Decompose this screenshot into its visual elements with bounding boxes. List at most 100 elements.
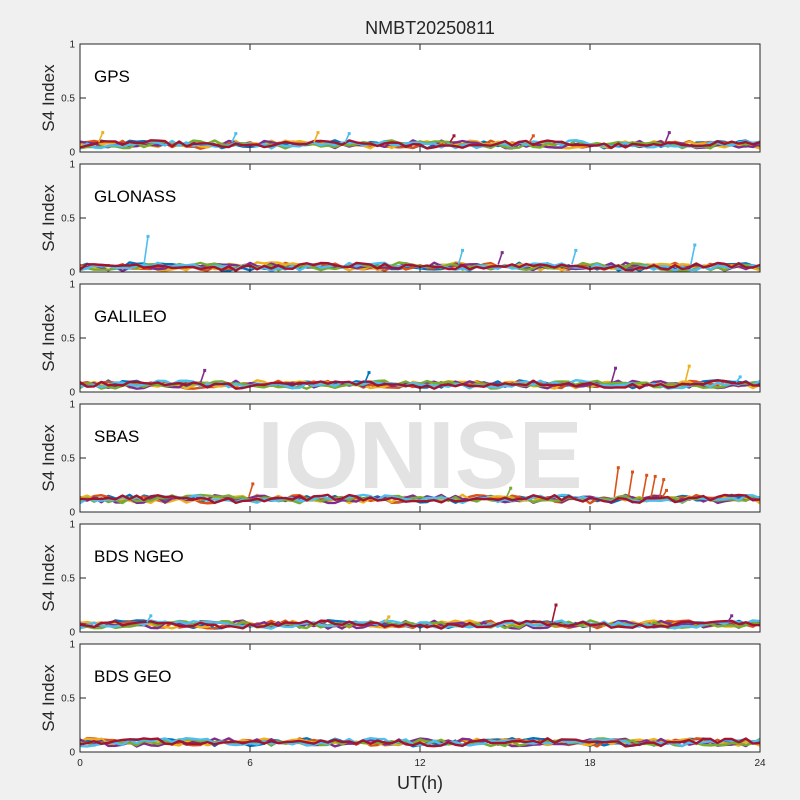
- y-axis-label: S4 Index: [39, 544, 58, 612]
- panel-label: GALILEO: [94, 307, 167, 326]
- subplot-5: 0 0.5 1 BDS NGEO S4 Index: [39, 520, 761, 639]
- series-trace: [79, 493, 761, 505]
- data-point-trail: [364, 372, 370, 383]
- data-point: [509, 486, 513, 490]
- y-tick-label: 0.5: [61, 454, 75, 465]
- plot-area: [80, 284, 760, 392]
- subplot-1: 0 0.5 1 GPS S4 Index: [39, 40, 761, 159]
- y-axis-label: S4 Index: [39, 184, 58, 252]
- data-point: [738, 375, 742, 379]
- subplot-6: 0 0.5 1 0 6 12 18 24 BDS GEO S4 Index: [39, 640, 766, 770]
- data-point-trail: [551, 604, 557, 623]
- series-trace: [79, 737, 761, 748]
- series-trace: [79, 138, 761, 150]
- y-tick-label: 0.5: [61, 574, 75, 585]
- data-point-trail: [641, 475, 648, 498]
- data-marks: [79, 131, 761, 150]
- y-tick-label: 0.5: [61, 214, 75, 225]
- data-point-trail: [690, 244, 696, 265]
- data-marks: [79, 466, 761, 505]
- watermark: IONISE: [257, 402, 582, 509]
- data-point-trail: [528, 135, 535, 143]
- data-point-trail: [505, 487, 512, 498]
- data-point-trail: [571, 250, 577, 265]
- x-tick-label: 6: [247, 758, 253, 769]
- subplot-4: 0 0.5 1 SBAS S4 Index: [39, 400, 761, 519]
- plot-area: [80, 44, 760, 152]
- panel-label: BDS GEO: [94, 667, 171, 686]
- data-point-trail: [199, 370, 206, 383]
- series-trace: [79, 139, 761, 150]
- data-point: [234, 132, 238, 136]
- y-tick-label: 0: [69, 148, 75, 159]
- subplot-2: 0 0.5 1 GLONASS S4 Index: [39, 160, 761, 279]
- y-tick-label: 1: [69, 400, 75, 411]
- y-tick-label: 0.5: [61, 334, 75, 345]
- y-tick-label: 0: [69, 508, 75, 519]
- plot-area: [80, 644, 760, 752]
- data-point-trail: [684, 365, 690, 383]
- data-point-trail: [97, 132, 104, 143]
- y-tick-label: 1: [69, 640, 75, 651]
- panel-label: BDS NGEO: [94, 547, 184, 566]
- plot-area: [80, 404, 760, 512]
- figure-title: NMBT20250811: [365, 18, 495, 38]
- data-point: [631, 470, 634, 474]
- data-point-trail: [664, 132, 671, 143]
- x-tick-label: 0: [77, 758, 83, 769]
- x-axis-label: UT(h): [397, 773, 443, 793]
- y-tick-label: 0: [69, 388, 75, 399]
- data-point: [614, 366, 617, 370]
- data-point-trail: [627, 471, 634, 498]
- y-tick-label: 0.5: [61, 94, 75, 105]
- data-point-trail: [313, 132, 319, 143]
- y-tick-label: 0: [69, 268, 75, 279]
- data-point-trail: [143, 236, 149, 265]
- data-point-trail: [146, 615, 152, 623]
- data-point: [730, 614, 734, 618]
- y-tick-label: 1: [69, 280, 75, 291]
- series-trace: [79, 139, 761, 150]
- data-point-trail: [613, 467, 620, 497]
- data-point-trail: [726, 615, 733, 623]
- data-marks: [79, 603, 761, 630]
- data-point: [203, 368, 207, 372]
- panel-label: SBAS: [94, 427, 139, 446]
- y-axis-label: S4 Index: [39, 664, 58, 732]
- data-point-trail: [497, 252, 503, 265]
- plot-area: [80, 524, 760, 632]
- x-tick-label: 18: [584, 758, 596, 769]
- data-point-trail: [610, 368, 617, 383]
- data-point-trail: [384, 616, 390, 623]
- y-axis-label: S4 Index: [39, 304, 58, 372]
- y-axis-label: S4 Index: [39, 64, 58, 132]
- data-point-trail: [449, 135, 455, 143]
- y-axis-label: S4 Index: [39, 424, 58, 492]
- y-tick-label: 0: [69, 628, 75, 639]
- x-tick-label: 12: [414, 758, 426, 769]
- data-point-trail: [735, 376, 741, 383]
- data-point-trail: [658, 479, 665, 498]
- data-point-trail: [248, 483, 254, 498]
- series-trace: [79, 619, 761, 630]
- panel-label: GPS: [94, 67, 130, 86]
- data-point-trail: [457, 250, 464, 265]
- data-point: [616, 466, 620, 470]
- panel-label: GLONASS: [94, 187, 176, 206]
- subplot-stack: 0 0.5 1 GPS S4 Index 0 0.5 1 GLONASS S4 Index 0 0.5…: [39, 40, 766, 770]
- data-marks: [79, 736, 761, 748]
- y-tick-label: 1: [69, 160, 75, 171]
- x-tick-label: 24: [754, 758, 766, 769]
- y-tick-label: 0.5: [61, 694, 75, 705]
- data-point-trail: [661, 489, 668, 498]
- y-tick-label: 1: [69, 520, 75, 531]
- data-point: [662, 478, 666, 482]
- data-point-trail: [650, 476, 656, 498]
- subplot-3: 0 0.5 1 GALILEO S4 Index: [39, 280, 761, 399]
- plot-area: [80, 164, 760, 272]
- y-tick-label: 0: [69, 748, 75, 759]
- data-point-trail: [344, 133, 350, 143]
- data-point: [347, 132, 351, 136]
- series-trace: [79, 619, 761, 630]
